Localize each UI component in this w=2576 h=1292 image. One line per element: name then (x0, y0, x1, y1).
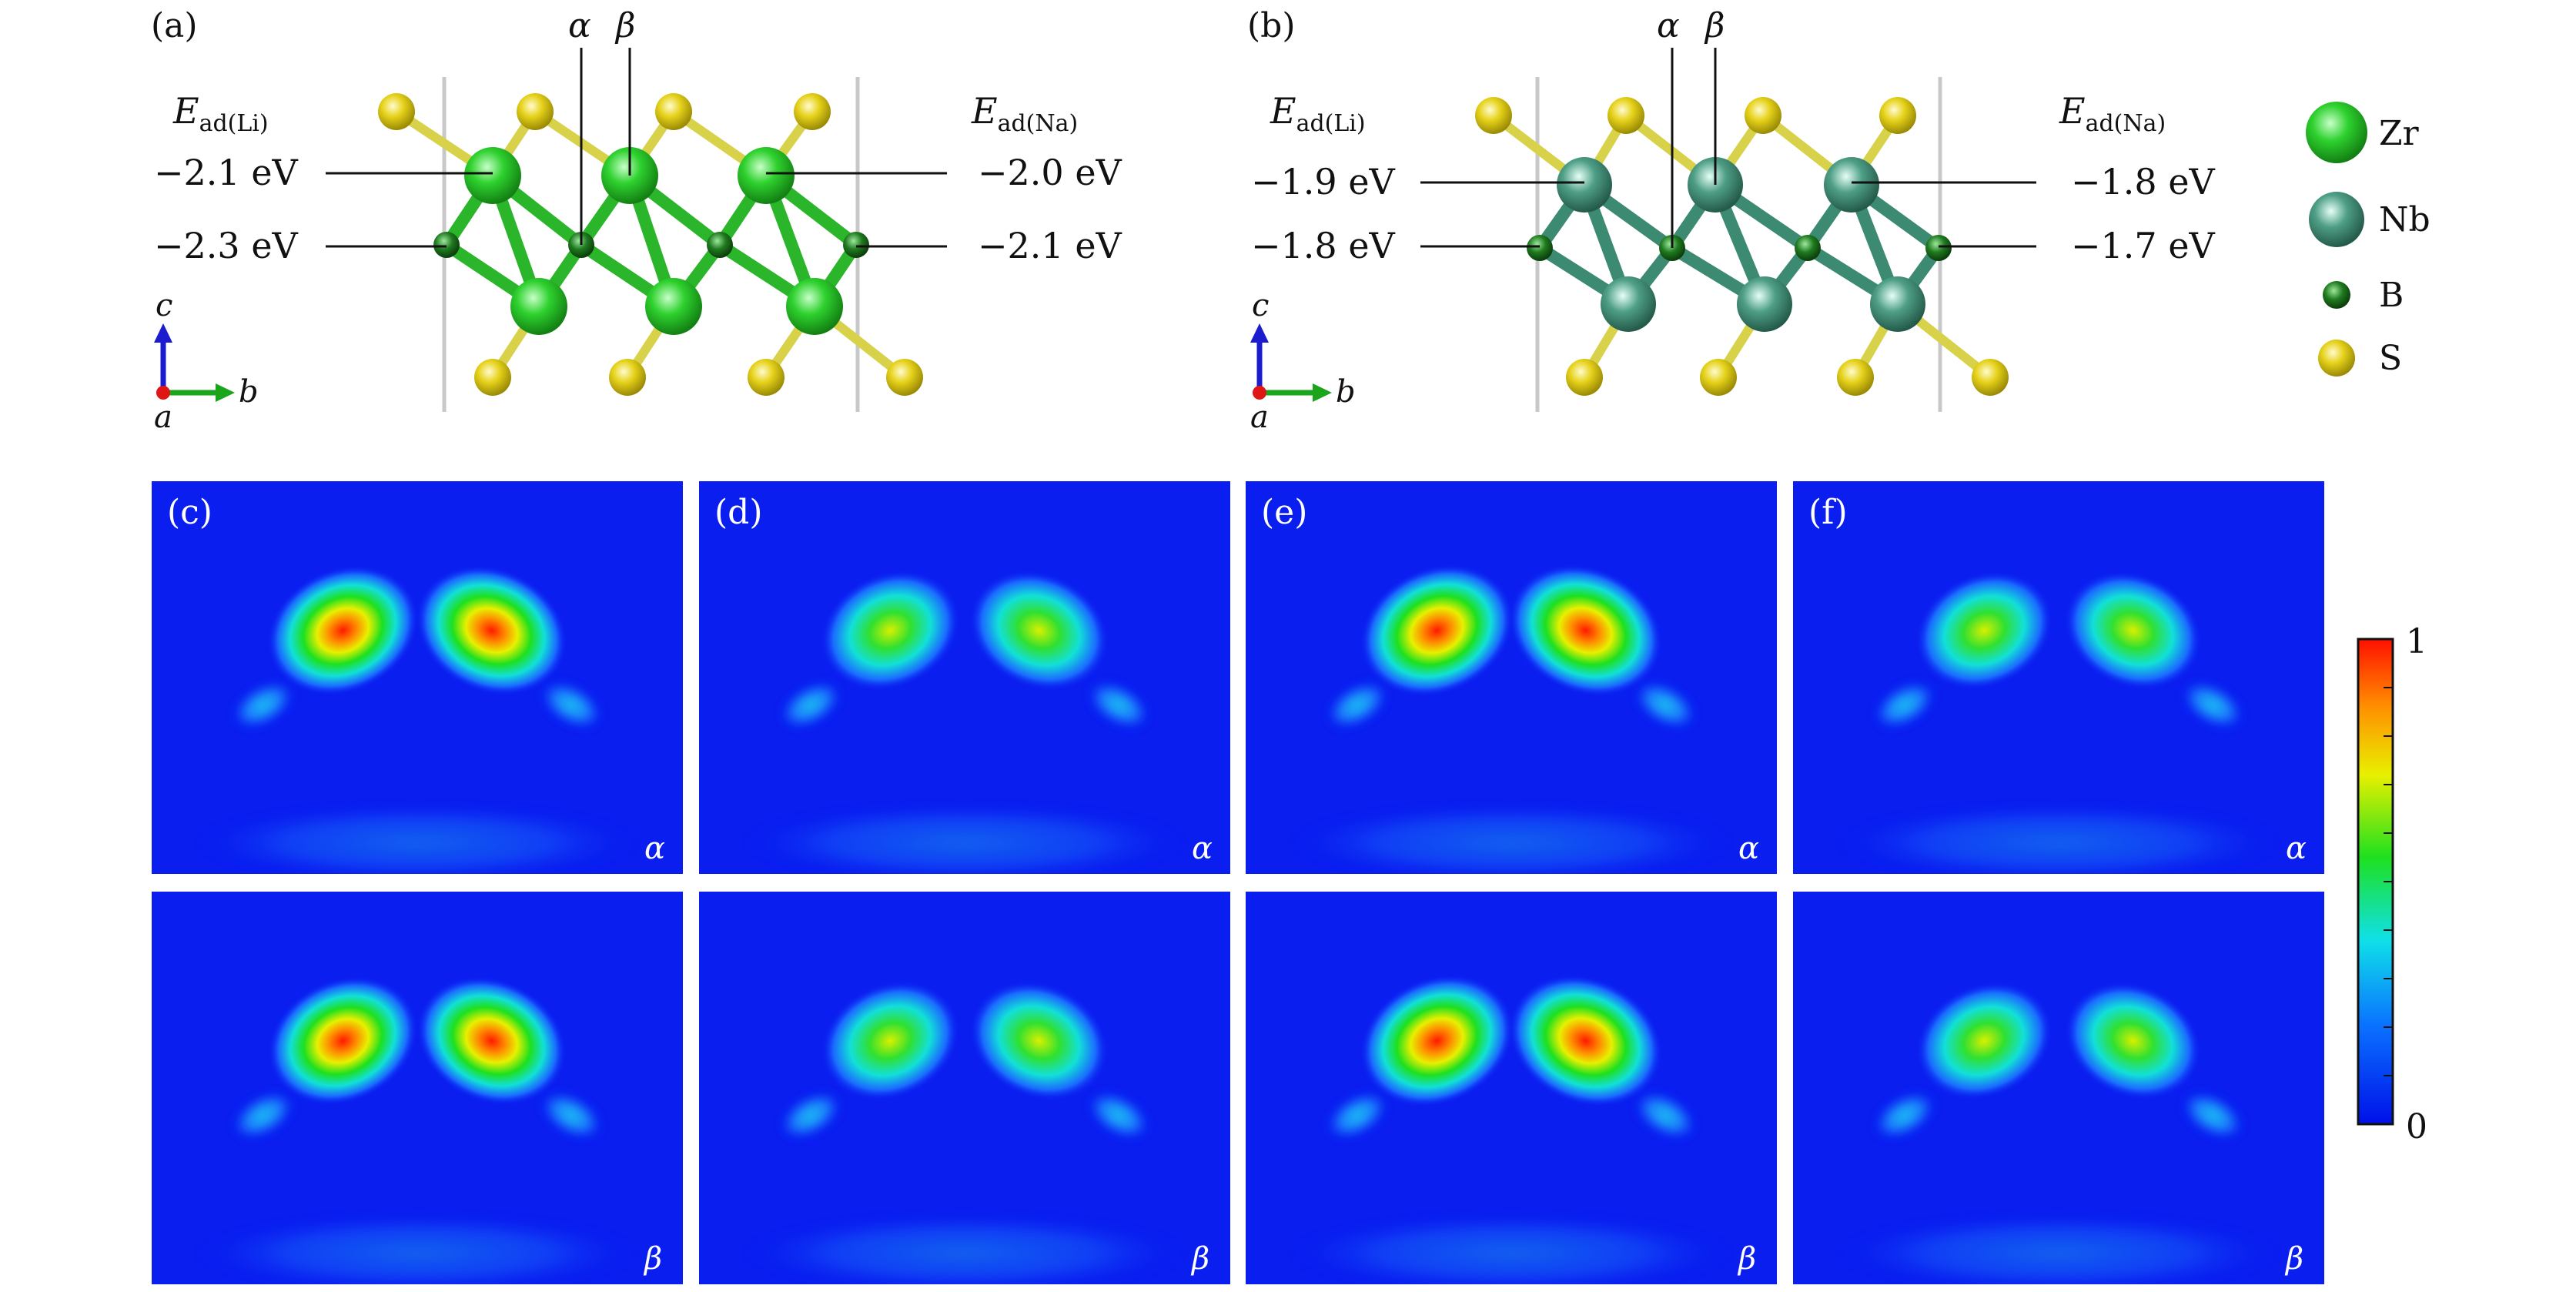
colorbar-min-label: 0 (2406, 1107, 2427, 1146)
legend-label-b: B (2379, 276, 2404, 315)
ead-li-value-2-b: −1.8 eV (1251, 225, 1396, 266)
panel-a: (a) α β Ead(Li) Ead(Na) −2.1 eV −2.3 eV … (151, 6, 1122, 435)
site-beta-label: β (614, 6, 635, 45)
legend-label-s: S (2379, 339, 2402, 378)
density-map-d-row-2: β (699, 892, 1230, 1284)
panel-b: (b) α β Ead(Li) Ead(Na) −1.9 eV −1.8 eV … (1247, 6, 2216, 435)
density-map-c-row-2: β (152, 892, 683, 1284)
atoms-b-b (1527, 235, 1952, 261)
map-panel-label: (f) (1808, 493, 1848, 532)
axis-b-label: b (239, 374, 259, 410)
legend-swatch-nb (2309, 192, 2364, 247)
axes-indicator-b: c b a (1250, 288, 1356, 435)
density-map-e-row-2: β (1246, 892, 1777, 1284)
density-map-f-row-1: (f) α (1793, 481, 2324, 874)
map-site-label: α (644, 831, 665, 866)
atoms-s-b (1475, 97, 2009, 396)
map-panel-label: (c) (167, 493, 212, 532)
map-panel-label: (e) (1261, 493, 1307, 532)
density-map-d-row-1: (d) α (699, 481, 1230, 874)
axis-c-label-b: c (1252, 288, 1269, 323)
density-map-c-row-1: (c) α (152, 481, 683, 874)
density-maps: (c) α (d) α (e) α (f) α β β β β (152, 481, 2324, 1284)
map-site-label: β (1190, 1241, 1209, 1277)
atoms-nb (1557, 157, 1925, 332)
atom-legend: Zr Nb B S (2306, 102, 2430, 378)
legend-swatch-zr (2306, 102, 2367, 163)
density-map-f-row-2: β (1793, 892, 2324, 1284)
axes-indicator-a: c b a (154, 288, 259, 435)
colorbar-max-label: 1 (2406, 622, 2427, 661)
axis-a-label: a (154, 400, 172, 435)
axis-c-label: c (156, 288, 172, 323)
ead-li-header: Ead(Li) (172, 90, 269, 137)
leader-lines (326, 48, 947, 248)
atoms-zr (464, 147, 843, 335)
legend-label-nb: Nb (2379, 200, 2430, 239)
ead-na-value-2-b: −1.7 eV (2071, 225, 2216, 266)
map-site-label: α (1192, 831, 1213, 866)
legend-swatch-s (2318, 340, 2355, 377)
map-panel-label: (d) (714, 493, 763, 532)
ead-na-header-b: Ead(Na) (2059, 90, 2166, 137)
site-beta-label-b: β (1704, 6, 1725, 45)
map-site-label: β (1737, 1241, 1756, 1277)
ead-na-value-1-b: −1.8 eV (2071, 161, 2216, 203)
legend-label-zr: Zr (2379, 114, 2420, 153)
leader-lines-b (1420, 48, 2036, 248)
axis-a-label-b: a (1250, 400, 1269, 435)
density-map-e-row-1: (e) α (1246, 481, 1777, 874)
map-site-label: β (2284, 1241, 2303, 1277)
ead-li-value-1-b: −1.9 eV (1251, 161, 1396, 203)
ead-li-header-b: Ead(Li) (1270, 90, 1366, 137)
ead-na-value-1: −2.0 eV (978, 152, 1122, 193)
ead-li-value-1: −2.1 eV (154, 152, 299, 193)
map-site-label: α (2286, 831, 2307, 866)
bond-network-b (1489, 111, 1995, 382)
map-site-label: β (643, 1241, 662, 1277)
ead-na-value-2: −2.1 eV (978, 225, 1122, 266)
axis-b-label-b: b (1336, 374, 1356, 410)
bond-network (392, 107, 909, 382)
panel-b-label: (b) (1247, 6, 1296, 45)
atoms-s (378, 93, 923, 396)
site-alpha-label: α (568, 6, 591, 45)
site-alpha-label-b: α (1657, 6, 1680, 45)
map-site-label: α (1738, 831, 1759, 866)
ead-na-header: Ead(Na) (971, 90, 1078, 137)
legend-swatch-b (2323, 281, 2350, 309)
colorbar: 1 0 (2357, 622, 2427, 1146)
ead-li-value-2: −2.3 eV (154, 225, 299, 266)
panel-a-label: (a) (151, 6, 198, 45)
